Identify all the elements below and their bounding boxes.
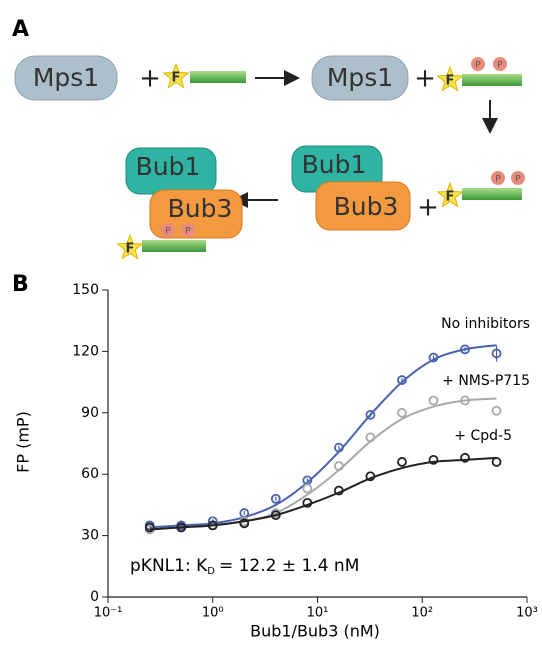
data-point [428,454,439,465]
p-label: P [515,175,521,185]
x-axis-label: Bub1/Bub3 (nM) [250,622,380,641]
data-point [397,375,407,385]
data-point [207,520,218,531]
data-point [460,344,470,355]
annotation-text: pKNL1: K [130,556,208,576]
data-point [491,348,502,359]
peptide [142,240,206,252]
peptide [462,74,522,86]
plus: + [417,193,439,223]
panel-label: A [12,17,29,42]
y-tick-label: 30 [81,528,99,544]
plus: + [139,64,161,94]
bub1-label: Bub1 [136,152,201,181]
f-label: F [172,71,181,86]
y-tick-label: 0 [90,589,99,605]
x-tick-label: 10⁰ [202,606,224,621]
x-tick-label: 10² [411,606,433,621]
data-point [302,483,313,494]
y-tick-label: 150 [72,282,99,298]
peptide [462,188,522,200]
data-point [333,442,344,453]
data-point [460,395,470,406]
y-tick-label: 120 [72,343,99,359]
x-tick-label: 10¹ [307,606,329,621]
p-label: P [185,227,191,237]
bub1-label: Bub1 [302,150,367,179]
data-point [270,510,281,521]
x-tick-label: 10³ [516,606,538,621]
data-point [365,471,376,482]
series-label: + NMS-P715 [442,373,530,389]
bub3-label: Bub3 [168,194,233,223]
phospho [471,57,485,71]
bub3-label: Bub3 [334,192,399,221]
p-label: P [165,227,171,237]
p-label: P [475,61,481,71]
phospho [493,57,507,71]
y-tick-label: 60 [81,466,99,482]
fit-curve [149,397,497,531]
chart: B Bub1/Bub3 (nM) FP (mP) pKNL1: KD = 12.2… [12,272,538,641]
phospho [161,223,175,237]
phospho [491,171,505,185]
data-point [333,485,344,496]
data-point [270,493,281,504]
data-point [333,461,344,471]
data-point [176,522,187,533]
y-tick-label: 90 [81,405,99,421]
data-point [491,405,502,416]
mps1 [14,55,118,101]
phospho [181,223,195,237]
y-axis-label: FP (mP) [14,411,33,473]
phospho [511,171,525,185]
annotation-subscript: D [207,566,215,577]
data-point [302,497,313,508]
data-point [365,409,376,420]
mps1-label: Mps1 [33,63,99,92]
mps1 [311,55,409,101]
data-point [428,395,439,406]
data-point [491,457,502,467]
x-tick-label: 10⁻¹ [94,606,123,621]
data-point [397,407,407,418]
f-label: F [446,190,455,205]
fit-curve [149,456,497,531]
data-point [460,452,470,463]
data-point [428,352,439,363]
data-point [365,432,376,443]
annotation: pKNL1: KD = 12.2 ± 1.4 nM [130,556,359,577]
data-point [239,518,250,529]
series-label: + Cpd-5 [454,428,512,444]
peptide [190,71,246,83]
plus: + [414,64,436,94]
data-point [144,522,155,533]
mps1-label: Mps1 [327,63,393,92]
annotation-text: = 12.2 ± 1.4 nM [219,556,359,576]
diagram: A Mps1 + F Mps1 + F P P Bub1 Bub3 + F P … [12,17,525,260]
f-label: F [446,74,455,89]
p-label: P [495,175,501,185]
panel-label: B [12,272,29,297]
p-label: P [497,61,503,71]
bub3 [315,181,411,231]
f-label: F [126,242,135,257]
data-point [397,457,407,467]
series-label: No inhibitors [441,316,530,332]
